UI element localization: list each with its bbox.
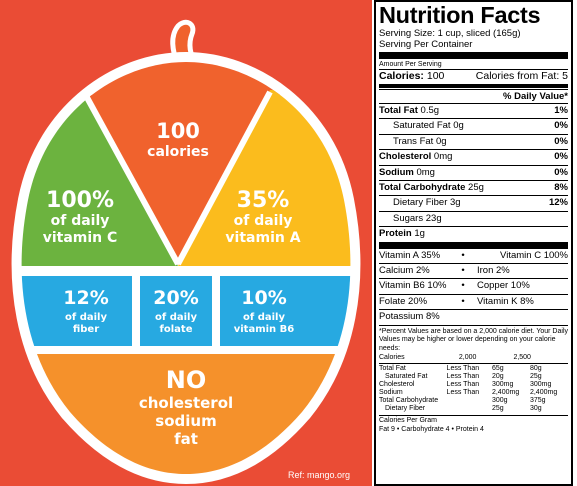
amount-per-serving: Amount Per Serving xyxy=(379,60,568,69)
nutrition-facts-label: Nutrition Facts Serving Size: 1 cup, sli… xyxy=(374,0,573,486)
calories-row: Calories: 100 Calories from Fat: 5 xyxy=(379,70,568,83)
vitamin-row-1: Vitamin A 35% • Vitamin C 100% xyxy=(379,249,568,263)
nutrient-row-total-fat: Total Fat 0.5g 1% xyxy=(379,103,568,118)
serving-per-container: Serving Per Container xyxy=(379,39,568,50)
daily-value-limits: Total Fat Less Than 65g 80g Saturated Fat Le… xyxy=(379,365,568,413)
vitamin-b6-value: 10% xyxy=(241,287,286,309)
calories-label: calories xyxy=(147,144,209,160)
calories-label: Calories: xyxy=(379,70,424,82)
vitamin-a-line2: vitamin A xyxy=(225,230,300,246)
serving-size: Serving Size: 1 cup, sliced (165g) xyxy=(379,28,568,39)
calories-from-fat-label: Calories from Fat: xyxy=(476,70,559,82)
calories-per-gram-values: Fat 9 • Carbohydrate 4 • Protein 4 xyxy=(379,426,568,435)
folate-value: 20% xyxy=(153,287,198,309)
nutrient-row-trans-fat: Trans Fat 0g 0% xyxy=(379,134,568,149)
label-title: Nutrition Facts xyxy=(379,3,568,28)
no-line3: fat xyxy=(174,430,198,448)
vitamin-row-5: Potassium 8% xyxy=(379,309,568,324)
calories-from-fat-value: 5 xyxy=(562,70,568,82)
vitamin-row-4: Folate 20% • Vitamin K 8% xyxy=(379,294,568,309)
vitamin-c-line1: of daily xyxy=(51,213,110,229)
vitamin-b6-line2: vitamin B6 xyxy=(234,324,295,335)
mango-infographic: 100 calories 100% of daily vitamin C 35%… xyxy=(0,0,372,486)
folate-line2: folate xyxy=(160,324,193,335)
nutrient-row-dietary-fiber: Dietary Fiber 3g 12% xyxy=(379,195,568,210)
vitamin-c-line2: vitamin C xyxy=(43,230,118,246)
fiber-line2: fiber xyxy=(73,324,99,335)
calories-value: 100 xyxy=(427,70,445,82)
vitamin-a-value: 35% xyxy=(237,188,290,213)
fiber-line1: of daily xyxy=(65,312,107,323)
fiber-value: 12% xyxy=(63,287,108,309)
nutrient-row-sugars: Sugars 23g xyxy=(379,211,568,226)
folate-line1: of daily xyxy=(155,312,197,323)
no-line2: sodium xyxy=(155,412,216,430)
vitamin-a-line1: of daily xyxy=(234,213,293,229)
nutrient-row-protein: Protein 1g xyxy=(379,226,568,241)
calories-per-gram: Calories Per Gram xyxy=(379,417,568,426)
calories-value: 100 xyxy=(156,119,200,143)
vitamin-c-value: 100% xyxy=(46,188,114,213)
no-title: NO xyxy=(166,366,207,394)
reference-note: Ref: mango.org xyxy=(288,470,350,480)
vitamin-row-3: Vitamin B6 10% • Copper 10% xyxy=(379,278,568,293)
nutrient-row-total-carbohydrate: Total Carbohydrate 25g 8% xyxy=(379,180,568,195)
footnote: *Percent Values are based on a 2,000 cal… xyxy=(379,328,568,354)
divider-thick xyxy=(379,52,568,59)
daily-value-header: % Daily Value* xyxy=(379,89,568,103)
vitamin-row-2: Calcium 2% • Iron 2% xyxy=(379,263,568,278)
vitamin-b6-line1: of daily xyxy=(243,312,285,323)
no-line1: cholesterol xyxy=(139,394,233,412)
nutrient-row-sodium: Sodium 0mg 0% xyxy=(379,165,568,180)
nutrient-row-cholesterol: Cholesterol 0mg 0% xyxy=(379,149,568,164)
nutrient-row-saturated-fat: Saturated Fat 0g 0% xyxy=(379,118,568,133)
daily-value-table: Calories 2,000 2,500 xyxy=(379,354,568,362)
mango-illustration: 100 calories 100% of daily vitamin C 35%… xyxy=(0,0,372,486)
